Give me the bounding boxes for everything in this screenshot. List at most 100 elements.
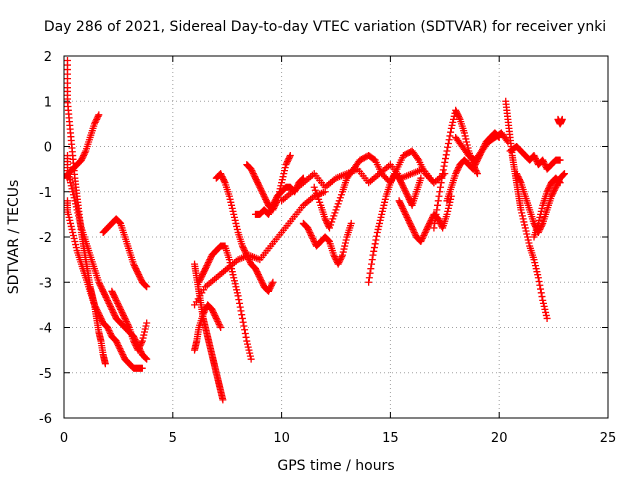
data-point	[253, 268, 261, 276]
data-point	[336, 194, 344, 202]
data-point	[111, 295, 119, 303]
data-point	[253, 177, 261, 185]
data-point	[308, 233, 316, 241]
data-point	[132, 265, 140, 273]
data-point	[136, 274, 144, 282]
data-point	[516, 177, 524, 185]
data-point	[229, 271, 237, 279]
data-point	[513, 170, 521, 178]
data-point	[116, 345, 124, 353]
data-point	[444, 143, 452, 151]
data-point	[548, 191, 556, 199]
data-point	[115, 343, 123, 351]
data-point	[444, 204, 452, 212]
data-point	[115, 302, 123, 310]
data-point	[217, 171, 225, 179]
data-point	[435, 192, 443, 200]
data-point	[116, 219, 124, 227]
data-point	[238, 242, 246, 250]
data-point	[386, 179, 394, 187]
data-point	[122, 316, 130, 324]
data-point	[239, 318, 247, 326]
data-point	[314, 192, 322, 200]
data-point	[218, 173, 226, 181]
data-point	[134, 269, 142, 277]
data-point	[94, 308, 102, 316]
data-point	[409, 225, 417, 233]
data-point	[110, 310, 118, 318]
data-point	[443, 147, 451, 155]
data-point	[76, 218, 84, 226]
data-point	[517, 206, 525, 214]
data-point	[450, 115, 458, 123]
data-point	[423, 225, 431, 233]
data-point	[260, 192, 268, 200]
data-point	[329, 215, 337, 223]
data-point	[143, 319, 151, 327]
data-point	[460, 129, 468, 137]
data-point	[109, 290, 117, 298]
data-point	[138, 337, 146, 345]
data-point	[367, 265, 375, 273]
data-point	[93, 307, 101, 315]
data-point	[197, 274, 205, 282]
data-point	[257, 277, 265, 285]
data-point	[249, 168, 257, 176]
data-point	[259, 280, 267, 288]
data-point	[124, 320, 132, 328]
data-point	[452, 170, 460, 178]
data-point	[117, 305, 125, 313]
data-point	[397, 201, 405, 209]
data-point	[240, 322, 248, 330]
data-point	[334, 260, 342, 268]
data-point	[471, 162, 479, 170]
data-point	[99, 287, 107, 295]
data-point	[140, 331, 148, 339]
data-point	[217, 324, 225, 331]
x-tick-label: 0	[60, 431, 68, 446]
data-point	[452, 168, 460, 176]
data-point	[234, 292, 242, 300]
data-point	[211, 311, 219, 319]
data-point	[72, 200, 80, 208]
data-point	[550, 186, 558, 194]
data-point	[421, 228, 429, 236]
data-point	[446, 132, 454, 140]
data-point	[533, 268, 541, 276]
data-point	[119, 352, 127, 360]
data-point	[119, 351, 127, 359]
data-point	[322, 216, 330, 224]
x-tick-label: 15	[382, 431, 399, 446]
data-point	[92, 304, 100, 312]
data-point	[330, 212, 338, 220]
data-point	[107, 304, 115, 312]
data-point	[337, 191, 345, 199]
data-point	[138, 339, 146, 347]
data-point	[271, 197, 279, 205]
data-point	[111, 293, 119, 301]
data-point	[556, 179, 564, 187]
data-point	[202, 263, 210, 271]
data-point	[104, 296, 112, 304]
data-point	[201, 307, 209, 315]
data-point	[97, 314, 105, 322]
chart-title: Day 286 of 2021, Sidereal Day-to-day VTE…	[44, 19, 606, 35]
data-point	[113, 298, 121, 306]
data-point	[436, 183, 444, 191]
data-point	[325, 237, 333, 245]
data-point	[228, 204, 236, 212]
data-point	[228, 201, 236, 209]
data-point	[441, 158, 449, 166]
data-point	[540, 159, 548, 167]
data-point	[95, 310, 103, 318]
data-point	[272, 195, 280, 203]
data-point	[135, 272, 143, 280]
data-point	[101, 290, 109, 298]
data-point	[232, 219, 240, 227]
data-point	[530, 152, 538, 160]
data-point	[425, 221, 433, 229]
data-point	[98, 286, 106, 294]
data-point	[106, 328, 114, 336]
data-point	[69, 191, 77, 199]
data-point	[376, 216, 384, 224]
